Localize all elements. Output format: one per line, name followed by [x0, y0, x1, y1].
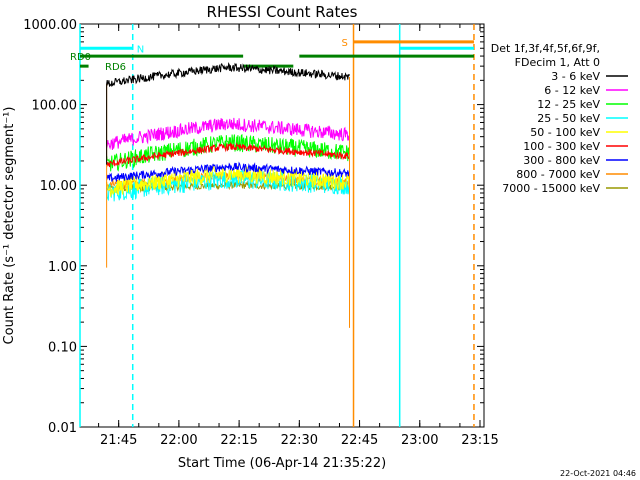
y-tick-label: 0.01: [48, 421, 77, 436]
legend-entry-label: 300 - 800 keV: [523, 154, 600, 167]
y-tick-label: 10.00: [40, 179, 77, 194]
footer-timestamp: 22-Oct-2021 04:46: [560, 469, 636, 478]
legend-entry-label: 6 - 12 keV: [544, 84, 600, 97]
x-tick-label: 22:45: [341, 433, 378, 448]
legend-entry-label: 25 - 50 keV: [537, 112, 600, 125]
legend-header: FDecim 1, Att 0: [515, 56, 600, 69]
x-tick-label: 22:15: [220, 433, 257, 448]
series-line: [106, 161, 350, 183]
flag-label: N: [137, 44, 144, 55]
x-tick-label: 23:15: [461, 433, 498, 448]
y-axis-label: Count Rate (s⁻¹ detector segment⁻¹): [2, 107, 17, 345]
flag-label: RD6: [105, 62, 126, 73]
y-tick-label: 100.00: [32, 99, 78, 114]
x-tick-label: 22:00: [160, 433, 197, 448]
legend-entry-label: 12 - 25 keV: [537, 98, 600, 111]
plot-frame: [79, 23, 485, 428]
series-line: [106, 117, 350, 151]
x-tick-label: 23:00: [401, 433, 438, 448]
y-tick-label: 0.10: [48, 340, 77, 355]
legend-entry-label: 3 - 6 keV: [551, 70, 600, 83]
y-tick-label: 1000.00: [23, 18, 77, 33]
legend-entry-label: 7000 - 15000 keV: [502, 182, 600, 195]
series-line: [106, 62, 350, 88]
legend-header: Det 1f,3f,4f,5f,6f,9f,: [491, 42, 600, 55]
series-line: [106, 141, 351, 168]
flag-label: S: [342, 38, 348, 49]
chart-title: RHESSI Count Rates: [207, 3, 358, 21]
x-axis-label: Start Time (06-Apr-14 21:35:22): [178, 456, 386, 471]
x-tick-label: 21:45: [100, 433, 137, 448]
legend-entry-label: 100 - 300 keV: [523, 140, 600, 153]
legend-entry-label: 800 - 7000 keV: [516, 168, 600, 181]
y-tick-label: 1.00: [48, 260, 77, 275]
flag-label: RD0: [70, 52, 91, 63]
legend-entry-label: 50 - 100 keV: [530, 126, 600, 139]
x-tick-label: 22:30: [281, 433, 318, 448]
